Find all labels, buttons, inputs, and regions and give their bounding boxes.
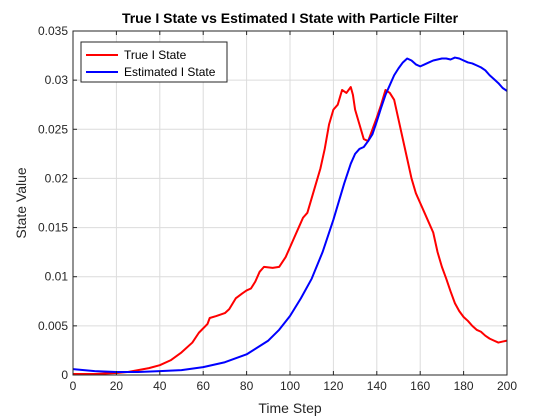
y-tick-label: 0.025 <box>38 122 68 136</box>
y-tick-label: 0.02 <box>45 171 69 185</box>
x-tick-label: 80 <box>240 379 254 393</box>
y-tick-label: 0 <box>61 368 68 382</box>
x-tick-label: 100 <box>280 379 300 393</box>
chart-title: True I State vs Estimated I State with P… <box>122 10 459 26</box>
x-tick-label: 140 <box>367 379 387 393</box>
x-tick-label: 0 <box>70 379 77 393</box>
x-tick-label: 160 <box>410 379 430 393</box>
x-tick-labels: 0 20 40 60 80 100 120 140 160 180 200 <box>70 379 518 393</box>
y-tick-label: 0.01 <box>45 270 69 284</box>
x-tick-label: 20 <box>110 379 124 393</box>
legend-label-true-i-state: True I State <box>124 48 187 62</box>
y-tick-label: 0.005 <box>38 319 68 333</box>
x-axis-label: Time Step <box>258 400 321 416</box>
x-tick-label: 60 <box>197 379 211 393</box>
y-tick-labels: 0 0.005 0.01 0.015 0.02 0.025 0.03 0.035 <box>38 24 68 382</box>
x-tick-label: 200 <box>497 379 517 393</box>
x-tick-label: 180 <box>454 379 474 393</box>
legend: True I State Estimated I State <box>81 42 227 82</box>
x-tick-label: 120 <box>323 379 343 393</box>
x-tick-label: 40 <box>153 379 167 393</box>
legend-label-estimated-i-state: Estimated I State <box>124 65 216 79</box>
y-axis-label: State Value <box>13 167 29 239</box>
y-tick-label: 0.015 <box>38 221 68 235</box>
y-tick-label: 0.03 <box>45 73 69 87</box>
y-tick-label: 0.035 <box>38 24 68 38</box>
